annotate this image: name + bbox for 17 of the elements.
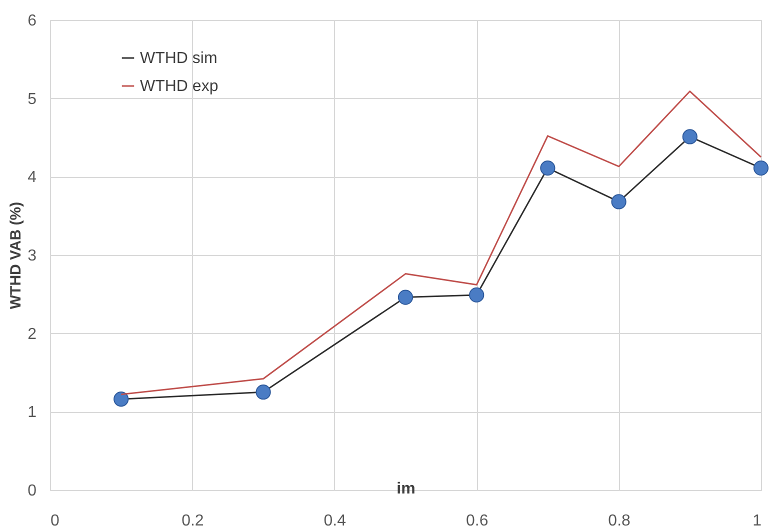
x-tick-label: 0 bbox=[50, 512, 60, 530]
legend-label: WTHD exp bbox=[140, 78, 218, 95]
y-tick-label: 6 bbox=[28, 12, 37, 30]
legend-label: WTHD sim bbox=[140, 50, 218, 67]
y-tick-label: 1 bbox=[28, 404, 37, 422]
y-axis-title: WTHD VAB (%) bbox=[8, 202, 25, 310]
y-tick-label: 2 bbox=[28, 326, 37, 343]
y-tick-label: 3 bbox=[28, 248, 37, 264]
x-tick-label: 0.6 bbox=[466, 512, 488, 530]
y-tick-label: 0 bbox=[28, 482, 37, 500]
x-tick-label: 0.2 bbox=[182, 512, 204, 530]
y-tick-label: 4 bbox=[28, 169, 37, 186]
y-tick-label: 5 bbox=[28, 90, 37, 108]
x-tick-label: 0.4 bbox=[324, 512, 346, 530]
x-tick-label: 1 bbox=[752, 512, 762, 530]
x-tick-label: 0.8 bbox=[608, 512, 631, 530]
x-axis-title: im bbox=[396, 480, 416, 498]
